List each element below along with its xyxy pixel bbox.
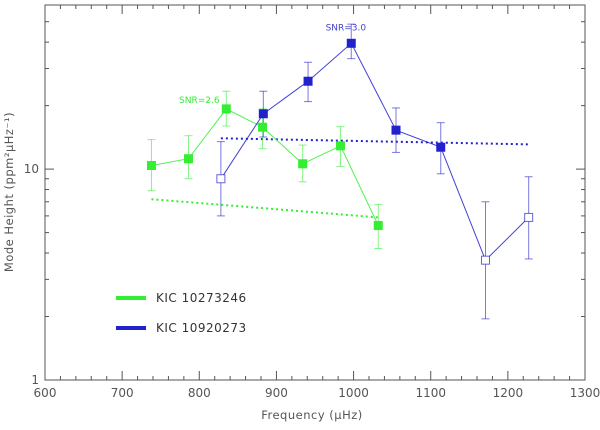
data-point-open [216, 174, 226, 184]
data-point [391, 125, 401, 135]
legend: KIC 10273246 KIC 10920273 [116, 291, 247, 335]
x-tick-label: 900 [265, 386, 288, 400]
x-tick-label: 1100 [415, 386, 446, 400]
x-tick-labels: 600 700 800 900 1000 1100 1200 1300 [34, 386, 600, 400]
legend-label: KIC 10920273 [156, 321, 247, 335]
data-point-open [480, 255, 490, 265]
y-axis-label: Mode Height (ppm²μHz⁻¹) [2, 112, 16, 272]
x-tick-label: 600 [34, 386, 57, 400]
x-axis [44, 5, 586, 380]
data-markers [146, 38, 534, 265]
annotations: SNR=2.6 SNR=3.0 [179, 23, 366, 106]
x-axis-label: Frequency (μHz) [261, 408, 363, 422]
error-bars [147, 23, 533, 320]
plot-frame [44, 4, 586, 381]
snr-annotation: SNR=2.6 [179, 96, 220, 106]
data-point [436, 142, 446, 152]
data-point [298, 159, 308, 169]
data-point [373, 221, 383, 231]
data-point-open [524, 212, 534, 222]
y-tick-labels: 1 10 [24, 162, 39, 387]
legend-label: KIC 10273246 [156, 291, 247, 305]
x-tick-label: 700 [111, 386, 134, 400]
x-tick-label: 1300 [570, 386, 600, 400]
trend-line [151, 198, 379, 219]
data-point [303, 76, 313, 86]
data-point [335, 141, 345, 151]
y-tick-label: 10 [24, 162, 39, 176]
data-point [258, 122, 268, 132]
trend-line [220, 137, 529, 146]
data-point [183, 154, 193, 164]
x-tick-label: 800 [188, 386, 211, 400]
y-tick-label: 1 [31, 373, 39, 387]
trend-lines [151, 137, 529, 219]
data-point [346, 38, 356, 48]
x-tick-label: 1200 [493, 386, 524, 400]
snr-annotation: SNR=3.0 [326, 23, 367, 33]
x-tick-label: 1000 [338, 386, 369, 400]
series-line [220, 42, 530, 262]
data-point [258, 109, 268, 119]
data-point [146, 161, 156, 171]
data-point [221, 104, 231, 114]
y-axis [45, 4, 585, 381]
